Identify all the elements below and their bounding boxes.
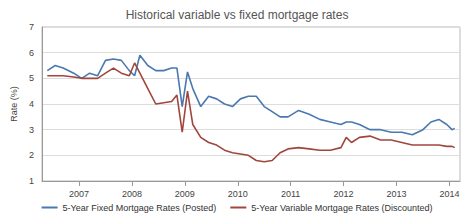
svg-text:Rate (%): Rate (%) xyxy=(9,86,19,122)
svg-text:2010: 2010 xyxy=(228,189,248,199)
svg-text:7: 7 xyxy=(29,22,34,32)
svg-text:2007: 2007 xyxy=(69,189,89,199)
svg-text:4: 4 xyxy=(29,99,34,109)
svg-text:5-Year Variable Mortgage Rates: 5-Year Variable Mortgage Rates (Discount… xyxy=(251,203,432,213)
svg-text:3: 3 xyxy=(29,125,34,135)
svg-text:6: 6 xyxy=(29,48,34,58)
svg-text:1: 1 xyxy=(29,176,34,186)
svg-text:2012: 2012 xyxy=(334,189,354,199)
svg-text:5: 5 xyxy=(29,73,34,83)
svg-text:2008: 2008 xyxy=(122,189,142,199)
svg-text:5-Year Fixed Mortgage Rates (P: 5-Year Fixed Mortgage Rates (Posted) xyxy=(63,203,217,213)
svg-text:2: 2 xyxy=(29,150,34,160)
svg-text:2009: 2009 xyxy=(175,189,195,199)
svg-text:2013: 2013 xyxy=(386,189,406,199)
svg-text:2014: 2014 xyxy=(439,189,459,199)
svg-text:Historical variable vs fixed m: Historical variable vs fixed mortgage ra… xyxy=(126,8,349,22)
svg-text:2011: 2011 xyxy=(281,189,300,199)
